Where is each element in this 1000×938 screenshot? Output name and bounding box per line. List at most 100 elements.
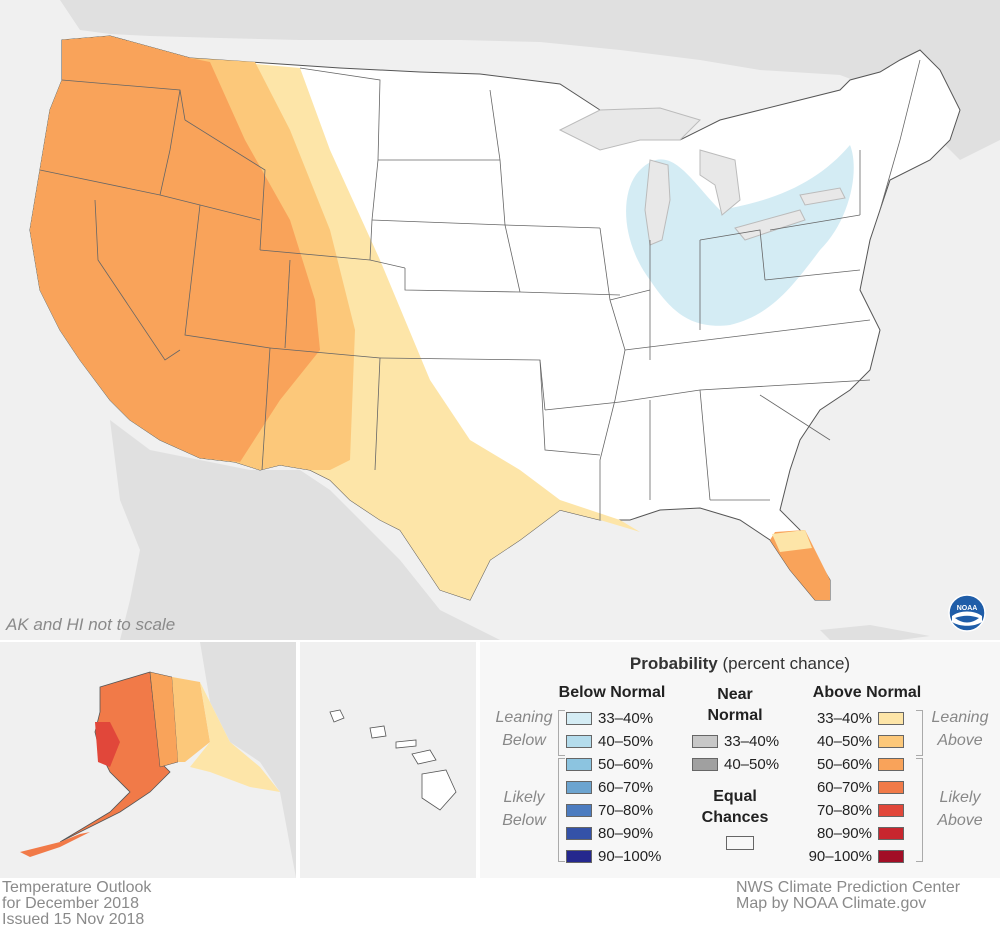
near-normal-heading: Near Normal xyxy=(690,684,780,726)
caption-line3: Issued 15 Nov 2018 xyxy=(2,911,145,928)
below-bin-label: 33–40% xyxy=(598,709,654,727)
below-bin-label: 90–100% xyxy=(598,847,662,865)
legend-title: Probability (percent chance) xyxy=(480,654,1000,674)
below-bin-label: 70–80% xyxy=(598,801,654,819)
state-boundaries xyxy=(39,59,921,520)
hawaii-inset xyxy=(300,642,476,878)
leaning-above-line1: Leaning xyxy=(931,709,989,726)
noaa-logo: NOAA xyxy=(948,594,986,632)
above-bin-label: 40–50% xyxy=(816,732,872,750)
near-bin-swatch xyxy=(692,734,718,748)
likely-below-line1: Likely xyxy=(503,789,545,806)
likely-above-line1: Likely xyxy=(939,789,981,806)
above-bin-label: 60–70% xyxy=(816,778,872,796)
leaning-above-bracket xyxy=(916,710,923,756)
hawaii-island-kauai xyxy=(329,709,345,723)
likely-below-label: Likely Below xyxy=(484,786,564,832)
below-bin-label: 80–90% xyxy=(598,824,654,842)
alaska-inset xyxy=(0,642,296,878)
above-bin-swatch xyxy=(878,734,904,748)
map-scale-note: AK and HI not to scale xyxy=(6,615,176,634)
above-bin-label: 90–100% xyxy=(808,847,872,865)
below-bin-swatch xyxy=(566,711,592,725)
likely-below-bracket xyxy=(558,758,565,862)
above-bin-label: 70–80% xyxy=(816,801,872,819)
below-bin-row: 40–50% xyxy=(566,731,653,751)
mexico-landmass xyxy=(110,420,500,640)
alaska-aleutians xyxy=(20,832,90,857)
alaska-map-svg xyxy=(20,642,296,878)
below-bin-label: 40–50% xyxy=(598,732,654,750)
below-bin-swatch xyxy=(566,803,592,817)
above-bin-swatch xyxy=(878,849,904,863)
likely-above-label: Likely Above xyxy=(920,786,1000,832)
near-bin-row: 33–40% xyxy=(692,731,779,751)
below-bin-swatch xyxy=(566,757,592,771)
near-bin-row: 40–50% xyxy=(692,754,779,774)
lake-ontario xyxy=(799,187,846,206)
above-bin-row: 50–60% xyxy=(806,754,904,774)
canada-landmass xyxy=(60,0,1000,160)
credit-line2: Map by NOAA Climate.gov xyxy=(736,895,927,912)
leaning-above-label: Leaning Above xyxy=(920,706,1000,752)
canada-near-alaska xyxy=(200,642,296,878)
above-normal-heading: Above Normal xyxy=(812,684,922,701)
near-normal-line1: Near xyxy=(717,686,753,703)
credit-line1: NWS Climate Prediction Center xyxy=(736,879,961,896)
noaa-logo-text: NOAA xyxy=(957,605,978,612)
leaning-above-line2: Above xyxy=(937,732,983,749)
legend-panel: Probability (percent chance) Below Norma… xyxy=(480,642,1000,878)
above-bin-label: 33–40% xyxy=(816,709,872,727)
lake-erie xyxy=(734,209,806,241)
outlook-caption: Temperature Outlook for December 2018 Is… xyxy=(2,880,151,928)
conus-map xyxy=(0,0,1000,640)
below-bin-row: 80–90% xyxy=(566,823,653,843)
below-bin-label: 50–60% xyxy=(598,755,654,773)
above-bin-row: 80–90% xyxy=(806,823,904,843)
above-bin-swatch xyxy=(878,711,904,725)
above-bin-row: 40–50% xyxy=(806,731,904,751)
below-bin-swatch xyxy=(566,780,592,794)
conus-map-svg xyxy=(29,0,1000,640)
above-bin-row: 70–80% xyxy=(806,800,904,820)
near-bin-swatch xyxy=(692,757,718,771)
likely-above-bracket xyxy=(916,758,923,862)
below-33-40-region xyxy=(626,145,854,326)
likely-above-line2: Above xyxy=(937,812,983,829)
leaning-below-bracket xyxy=(558,710,565,756)
alaska-40-50-region xyxy=(172,677,210,762)
florida-leaning-region xyxy=(772,530,812,552)
above-bin-label: 80–90% xyxy=(816,824,872,842)
below-bin-label: 60–70% xyxy=(598,778,654,796)
leaning-below-line1: Leaning xyxy=(495,709,553,726)
above-bin-swatch xyxy=(878,803,904,817)
credit-caption: NWS Climate Prediction Center Map by NOA… xyxy=(736,880,960,912)
above-bin-swatch xyxy=(878,757,904,771)
below-bin-row: 70–80% xyxy=(566,800,653,820)
likely-below-line2: Below xyxy=(502,812,546,829)
above-bin-row: 33–40% xyxy=(806,708,904,728)
caption-line1: Temperature Outlook xyxy=(2,879,152,896)
above-bin-row: 90–100% xyxy=(806,846,904,866)
legend-title-bold: Probability xyxy=(629,654,718,673)
lake-superior xyxy=(558,107,701,151)
hawaii-island-molokai xyxy=(395,739,417,749)
near-bin-label: 40–50% xyxy=(724,755,780,773)
hawaii-island-maui xyxy=(411,749,437,765)
equal-chances-swatch xyxy=(726,836,754,850)
equal-chances-line2: Chances xyxy=(701,809,769,826)
below-bin-row: 90–100% xyxy=(566,846,661,866)
hawaii-map-svg xyxy=(329,709,457,811)
leaning-below-line2: Below xyxy=(502,732,546,749)
below-bin-swatch xyxy=(566,734,592,748)
hawaii-island-oahu xyxy=(369,725,387,739)
cuba-landmass xyxy=(820,625,930,640)
leaning-below-label: Leaning Below xyxy=(484,706,564,752)
below-normal-heading: Below Normal xyxy=(558,684,666,701)
hawaii-island-big xyxy=(421,769,457,811)
near-bin-label: 33–40% xyxy=(724,732,780,750)
caption-line2: for December 2018 xyxy=(2,895,139,912)
lake-huron xyxy=(699,149,741,216)
alaska-33-40-region xyxy=(190,682,280,792)
above-bin-swatch xyxy=(878,780,904,794)
